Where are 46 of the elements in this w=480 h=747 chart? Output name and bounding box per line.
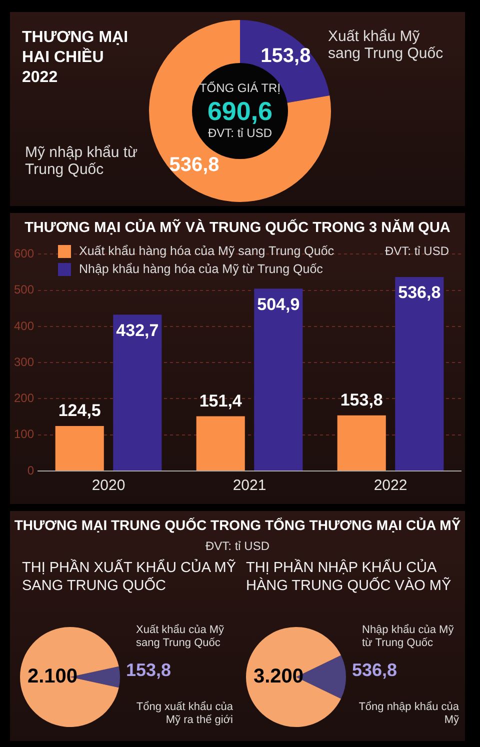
bar [395, 277, 444, 470]
chart-title: THƯƠNG MẠI TRUNG QUỐC TRONG TỔNG THƯƠNG MẠI CỦA MỸ [13, 517, 462, 533]
y-tick-label: 300 [14, 354, 34, 369]
legend-label: Xuất khẩu hàng hóa của Mỹ sang Trung Quốc [79, 244, 334, 258]
data-label: 536,8 [169, 154, 220, 176]
bar [113, 314, 162, 470]
data-label: 432,7 [116, 320, 159, 340]
data-label: 151,4 [199, 391, 242, 410]
chart-title: THƯƠNG MẠI CỦA MỸ VÀ TRUNG QUỐC TRONG 3 NĂM QUA [24, 220, 452, 236]
data-label: 124,5 [58, 401, 101, 420]
x-tick-label: 2021 [232, 477, 266, 494]
slice-label: Tổng xuất khẩu của Mỹ ra thế giới [135, 701, 233, 726]
data-label: 2.100 [27, 666, 78, 688]
y-tick-label: 400 [14, 318, 34, 333]
slice-label: Tổng nhập khẩu của Mỹ [358, 701, 459, 726]
data-label: 153,8 [340, 390, 383, 410]
slice-label: Xuất khẩu của Mỹ sang Trung Quốc [136, 624, 226, 650]
slice-label: Mỹ nhập khẩu từ Trung Quốc [25, 144, 139, 178]
legend-label: Nhập khẩu hàng hóa của Mỹ từ Trung Quốc [79, 262, 323, 276]
text: THƯƠNG MẠI HAI CHIỀU 2022 [22, 28, 130, 88]
annotation: ĐVT: tỉ USD [384, 244, 449, 258]
y-tick-label: 200 [14, 391, 34, 406]
slice-label: Nhập khẩu của Mỹ từ Trung Quốc [362, 624, 455, 650]
text: ĐVT: tỉ USD [204, 539, 270, 553]
bar [196, 416, 245, 470]
data-label: 504,9 [257, 294, 300, 314]
y-tick-label: 600 [14, 246, 34, 261]
x-tick-label: 2022 [374, 477, 408, 494]
slice-label: Xuất khẩu Mỹ sang Trung Quốc [328, 28, 444, 62]
text: 690,6 [207, 96, 273, 126]
bar [55, 426, 104, 470]
data-label: 153,8 [260, 45, 311, 68]
y-tick-label: 0 [27, 463, 34, 478]
bar [337, 415, 386, 470]
data-label: 3.200 [253, 666, 304, 688]
chart-subtitle: THỊ PHẦN XUẤT KHẨU CỦA MỸ SANG TRUNG QUỐC [22, 559, 237, 595]
data-label: 153,8 [126, 660, 172, 680]
data-label: 536,8 [352, 660, 398, 680]
chart-subtitle: THỊ PHẦN NHẬP KHẨU CỦA HÀNG TRUNG QUỐC VÀO MỸ [246, 559, 452, 595]
text: TỔNG GIÁ TRỊ [199, 81, 281, 96]
y-tick-label: 100 [14, 427, 34, 442]
y-tick-label: 500 [14, 282, 34, 297]
x-tick-label: 2020 [92, 477, 126, 494]
bar [254, 288, 303, 470]
data-label: 536,8 [398, 283, 441, 302]
text: ĐVT: tỉ USD [208, 126, 272, 141]
